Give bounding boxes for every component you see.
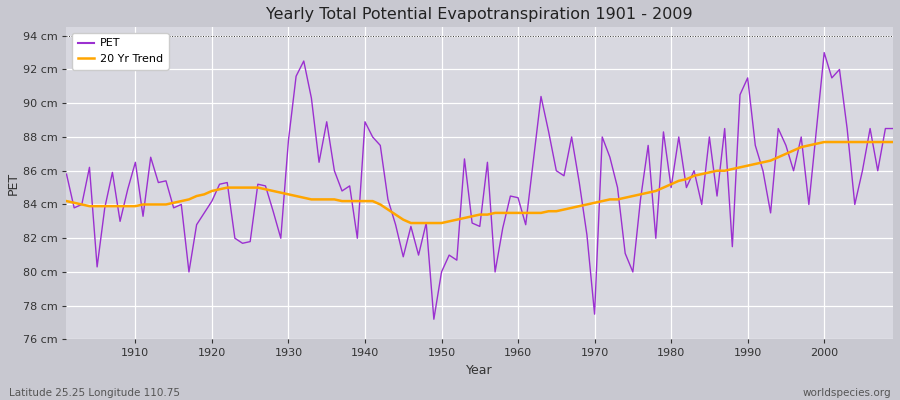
PET <box>513 195 524 200</box>
20 Yr Trend <box>520 210 531 215</box>
Y-axis label: PET: PET <box>7 172 20 195</box>
PET <box>61 172 72 176</box>
Line: PET: PET <box>67 52 893 319</box>
Line: 20 Yr Trend: 20 Yr Trend <box>67 142 893 223</box>
PET <box>337 188 347 193</box>
Text: worldspecies.org: worldspecies.org <box>803 388 891 398</box>
PET <box>887 126 898 131</box>
PET <box>428 317 439 322</box>
20 Yr Trend <box>122 204 133 208</box>
20 Yr Trend <box>513 210 524 215</box>
PET <box>612 185 623 190</box>
20 Yr Trend <box>406 221 417 226</box>
Text: Latitude 25.25 Longitude 110.75: Latitude 25.25 Longitude 110.75 <box>9 388 180 398</box>
20 Yr Trend <box>819 140 830 144</box>
Legend: PET, 20 Yr Trend: PET, 20 Yr Trend <box>72 33 168 70</box>
PET <box>291 74 302 79</box>
20 Yr Trend <box>337 199 347 204</box>
20 Yr Trend <box>61 199 72 204</box>
20 Yr Trend <box>291 194 302 198</box>
PET <box>122 187 133 192</box>
Title: Yearly Total Potential Evapotranspiration 1901 - 2009: Yearly Total Potential Evapotranspiratio… <box>266 7 693 22</box>
20 Yr Trend <box>612 197 623 202</box>
X-axis label: Year: Year <box>466 364 493 377</box>
PET <box>520 222 531 227</box>
20 Yr Trend <box>887 140 898 144</box>
PET <box>819 50 830 55</box>
